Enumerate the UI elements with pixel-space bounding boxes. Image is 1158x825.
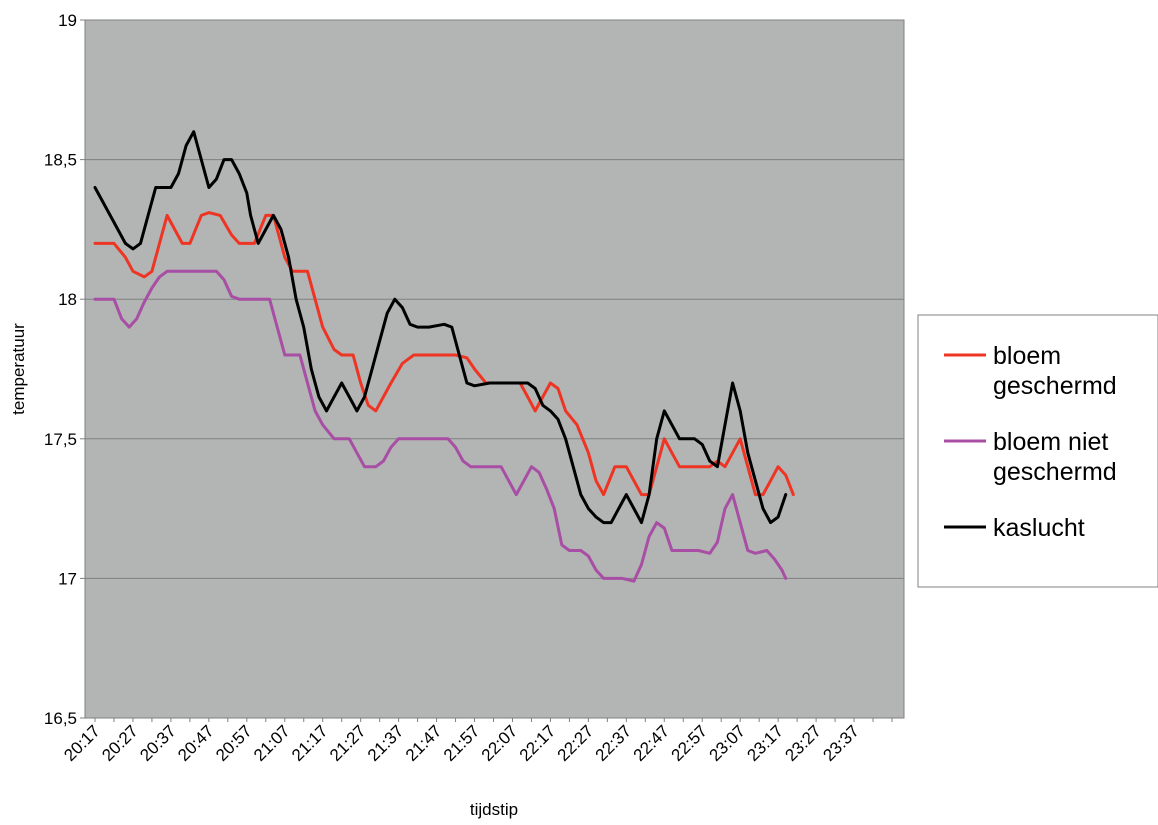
series-lines [93, 130, 795, 583]
series-line-1 [93, 211, 795, 497]
x-tick-label: 23:07 [705, 721, 749, 765]
plot-area [84, 19, 905, 719]
x-tick-label: 22:07 [478, 721, 522, 765]
y-tick-label: 17 [58, 569, 77, 588]
y-tick-label: 17,5 [44, 430, 77, 449]
legend-label-3: kaslucht [993, 514, 1085, 542]
series-line-2 [93, 269, 788, 583]
x-tick-label: 23:37 [819, 721, 863, 765]
x-tick-label: 21:27 [326, 721, 370, 765]
x-tick-label: 20:37 [136, 721, 180, 765]
x-tick-label: 21:37 [364, 721, 408, 765]
x-tick-label: 23:17 [743, 721, 787, 765]
x-tick-label: 21:07 [250, 721, 294, 765]
y-tick-label: 16,5 [44, 709, 77, 728]
legend: bloem geschermd bloem niet geschermd kasluch… [917, 314, 1158, 588]
x-tick-label: 22:37 [592, 721, 636, 765]
legend-label-2: bloem niet geschermd [993, 428, 1117, 486]
y-axis: 16,5 17 17,5 18 18,5 19 [44, 11, 85, 728]
y-tick-label: 18 [58, 290, 77, 309]
x-tick-label: 22:57 [668, 721, 712, 765]
y-tick-label: 18,5 [44, 151, 77, 170]
x-tick-label: 21:47 [402, 721, 446, 765]
x-tick-label: 21:57 [440, 721, 484, 765]
x-tick-label: 23:27 [781, 721, 825, 765]
legend-box [917, 314, 1158, 588]
y-axis-title: temperatuur [9, 323, 28, 415]
series-line-3 [93, 130, 788, 525]
x-axis: 20:1720:2720:3720:4720:5721:0721:1721:27… [60, 718, 893, 765]
x-tick-label: 22:17 [516, 721, 560, 765]
grid-lines [85, 159, 904, 579]
x-tick-label: 21:17 [288, 721, 332, 765]
x-tick-label: 20:57 [212, 721, 256, 765]
x-tick-label: 20:47 [174, 721, 218, 765]
x-axis-title: tijdstip [470, 800, 518, 819]
x-tick-label: 22:47 [630, 721, 674, 765]
legend-label-1: bloem geschermd [993, 342, 1117, 400]
x-tick-label: 22:27 [554, 721, 598, 765]
x-tick-label: 20:27 [98, 721, 142, 765]
y-tick-label: 19 [58, 11, 77, 30]
